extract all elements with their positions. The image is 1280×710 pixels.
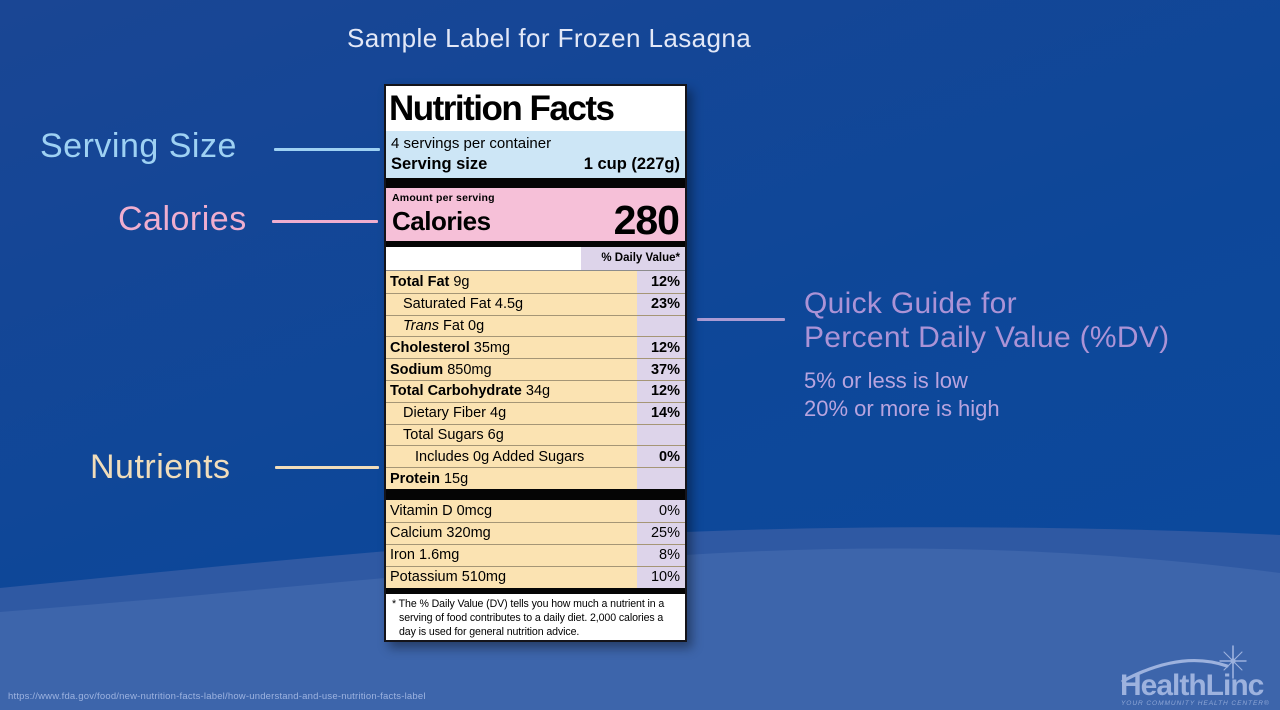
nutrient-daily-value: 12% (637, 380, 685, 402)
quick-guide-rule-low: 5% or less is low (804, 368, 968, 393)
nutrient-daily-value: 12% (637, 271, 685, 293)
nutrient-name: Dietary Fiber 4g (403, 405, 507, 422)
nutrient-row: Potassium 510mg 10% (386, 565, 685, 588)
nutrient-name: Total Carbohydrate 34g (390, 383, 551, 400)
divider-bar (386, 241, 685, 247)
nutrient-daily-value: 10% (637, 566, 685, 588)
daily-value-header: % Daily Value* (581, 247, 685, 270)
amount-per-serving: Amount per serving (392, 192, 495, 204)
label-footnote: * The % Daily Value (DV) tells you how m… (392, 597, 665, 638)
logo-tagline: YOUR COMMUNITY HEALTH CENTER® (1121, 699, 1270, 707)
nutrient-row: Sodium 850mg 37% (386, 358, 685, 380)
nutrient-row: Vitamin D 0mcg 0% (386, 499, 685, 522)
quick-guide-connector-line (697, 318, 785, 321)
quick-guide-heading-line2: Percent Daily Value (%DV) (804, 321, 1170, 354)
nutrients-connector-line (275, 466, 379, 469)
divider-bar (386, 178, 685, 188)
slide-title: Sample Label for Frozen Lasagna (347, 23, 752, 53)
nutrient-name: Potassium 510mg (390, 569, 507, 586)
nutrition-facts-label: Nutrition Facts 4 servings per container… (384, 84, 687, 642)
nutrient-row: Protein 15g (386, 467, 685, 489)
nutrient-row: Total Sugars 6g (386, 423, 685, 446)
nutrient-name: Calcium 320mg (390, 525, 491, 542)
daily-value-header-row: % Daily Value* (386, 247, 685, 271)
nutrient-daily-value: 23% (637, 293, 685, 315)
nutrient-name: Total Sugars 6g (403, 426, 504, 443)
nutrient-row: Total Carbohydrate 34g 12% (386, 379, 685, 402)
nutrient-daily-value (637, 315, 685, 337)
nutrient-row: Calcium 320mg 25% (386, 521, 685, 544)
calories-row: Calories 280 (392, 197, 680, 243)
vitamin-rows: Vitamin D 0mcg 0% Calcium 320mg 25% Iron 1.6… (386, 499, 685, 588)
serving-size-label: Serving size (391, 155, 488, 173)
nutrient-daily-value: 25% (637, 522, 685, 544)
quick-guide-callout: Quick Guide for Percent Daily Value (%DV… (804, 287, 1169, 423)
nutrient-row: Total Fat 9g 12% (386, 271, 685, 293)
calories-section: Amount per serving Calories 280 (386, 188, 685, 241)
nutrient-name: Vitamin D 0mcg (390, 502, 493, 519)
quick-guide-rule-high: 20% or more is high (804, 396, 1000, 421)
nutrients-callout: Nutrients (90, 448, 231, 486)
nutrient-rows: Total Fat 9g 12% Saturated Fat 4.5g 23% Tran… (386, 271, 685, 489)
serving-size-value: 1 cup (227g) (583, 155, 680, 173)
nutrient-name: Saturated Fat 4.5g (403, 296, 524, 313)
nutrient-daily-value (637, 468, 685, 489)
nutrient-daily-value (637, 424, 685, 446)
divider-bar (386, 587, 685, 594)
nutrient-row: Cholesterol 35mg 12% (386, 336, 685, 359)
nutrient-name: Cholesterol 35mg (390, 339, 511, 356)
nutrient-name: Iron 1.6mg (390, 547, 460, 564)
nutrient-name: Protein 15g (390, 470, 469, 487)
servings-per-container: 4 servings per container (391, 135, 552, 152)
logo-arc (1121, 658, 1229, 683)
calories-callout: Calories (118, 200, 247, 238)
nutrient-daily-value: 0% (637, 499, 685, 522)
label-title: Nutrition Facts (389, 89, 615, 128)
nutrient-daily-value: 8% (637, 544, 685, 566)
nutrient-daily-value: 0% (637, 446, 685, 468)
nutrient-row: Includes 0g Added Sugars 0% (386, 445, 685, 468)
calories-connector-line (272, 220, 378, 223)
nutrient-name: Includes 0g Added Sugars (415, 448, 585, 465)
nutrient-name: Sodium 850mg (390, 361, 492, 378)
source-url: https://www.fda.gov/food/new-nutrition-f… (8, 691, 426, 702)
nutrient-daily-value: 12% (637, 337, 685, 359)
divider-bar (386, 488, 685, 500)
nutrient-row: Iron 1.6mg 8% (386, 543, 685, 566)
logo-wordmark: HealthLinc (1120, 669, 1264, 702)
quick-guide-heading-line1: Quick Guide for (804, 287, 1017, 320)
nutrient-row: Trans Fat 0g (386, 314, 685, 337)
healthlinc-logo: HealthLinc YOUR COMMUNITY HEALTH CENTER® (1120, 645, 1270, 707)
nutrient-name: Total Fat 9g (390, 273, 470, 290)
nutrient-daily-value: 14% (637, 402, 685, 424)
nutrient-name: Trans Fat 0g (403, 317, 485, 334)
nutrient-row: Saturated Fat 4.5g 23% (386, 292, 685, 315)
nutrient-row: Dietary Fiber 4g 14% (386, 401, 685, 424)
nutrient-daily-value: 37% (637, 359, 685, 380)
serving-size-callout: Serving Size (40, 127, 237, 165)
serving-size-row: Serving size 1 cup (227g) (391, 153, 680, 175)
serving-size-connector-line (274, 148, 380, 151)
serving-section: 4 servings per container Serving size 1 … (386, 131, 685, 178)
calories-value: 280 (613, 197, 680, 243)
logo-starburst-icon (1219, 645, 1247, 679)
calories-label: Calories (392, 206, 491, 236)
